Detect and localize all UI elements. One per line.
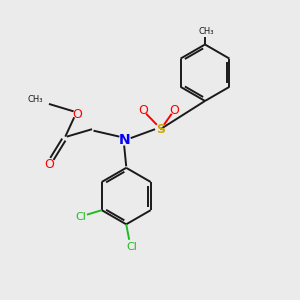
Text: Cl: Cl	[75, 212, 86, 222]
Text: Cl: Cl	[126, 242, 137, 252]
Text: N: N	[119, 133, 130, 147]
Text: CH₃: CH₃	[199, 27, 214, 36]
Text: O: O	[138, 104, 148, 117]
Text: S: S	[156, 123, 165, 136]
Text: O: O	[170, 104, 180, 117]
Text: CH₃: CH₃	[28, 95, 43, 104]
Text: O: O	[72, 108, 82, 121]
Text: O: O	[44, 158, 54, 171]
